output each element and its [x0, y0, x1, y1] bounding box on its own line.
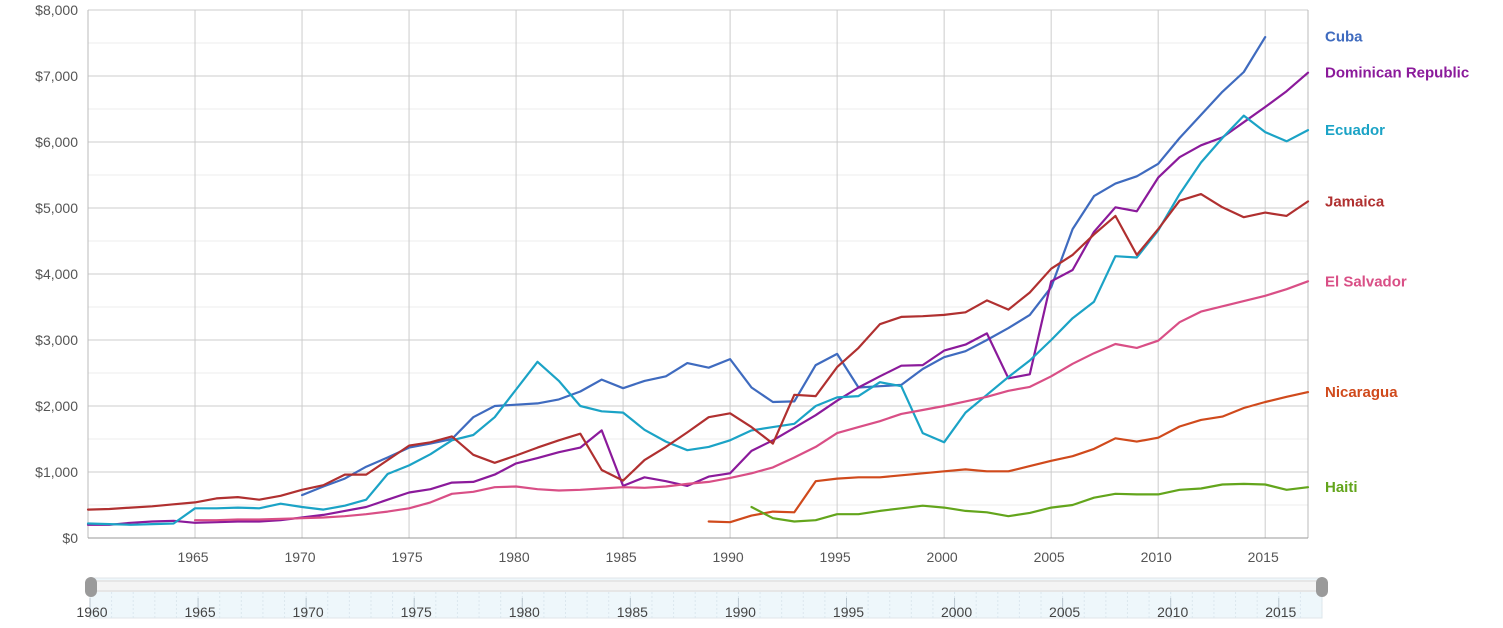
legend-label-haiti: Haiti [1325, 479, 1358, 496]
navigator-tick-label: 2010 [1157, 604, 1188, 620]
navigator-tick-label: 1975 [401, 604, 432, 620]
navigator-tick-label: 1970 [293, 604, 324, 620]
navigator-tick-label: 1980 [509, 604, 540, 620]
y-axis: $0 $1,000 $2,000 $3,000 $4,000 $5,000 $6,000 $7… [35, 2, 1309, 546]
y-tick-label: $4,000 [35, 266, 78, 282]
navigator-tick-label: 2000 [941, 604, 972, 620]
y-tick-label: $2,000 [35, 398, 78, 414]
navigator-tick-label: 1985 [617, 604, 648, 620]
range-navigator[interactable]: 1960 1965 1970 1975 1980 1985 1990 1995 2000 2005… [76, 577, 1328, 620]
x-tick-label: 2005 [1034, 549, 1065, 565]
legend: Cuba Dominican Republic Ecuador Jamaica El S… [1325, 28, 1469, 496]
navigator-tick-label: 1965 [184, 604, 215, 620]
navigator-tick-label: 1995 [833, 604, 864, 620]
x-tick-label: 1990 [713, 549, 744, 565]
x-tick-label: 2000 [927, 549, 958, 565]
x-axis: 1965 1970 1975 1980 1985 1990 1995 2000 2005 2010… [88, 537, 1308, 565]
series-lines [86, 35, 1310, 526]
legend-label-cuba: Cuba [1325, 28, 1363, 45]
navigator-scroll-thumb[interactable] [96, 582, 1316, 590]
series-line-el-salvador[interactable] [193, 280, 1310, 522]
x-tick-label: 1985 [606, 549, 637, 565]
legend-label-ecuador: Ecuador [1325, 122, 1385, 139]
series-line-haiti[interactable] [750, 482, 1310, 523]
y-tick-label: $5,000 [35, 200, 78, 216]
x-tick-label: 1970 [284, 549, 315, 565]
navigator-tick-label: 2015 [1265, 604, 1296, 620]
series-line-cuba[interactable] [300, 35, 1267, 497]
y-tick-label: $7,000 [35, 68, 78, 84]
series-line-dominican-republic[interactable] [86, 71, 1310, 526]
grid [88, 9, 1308, 539]
navigator-tick-label: 2005 [1049, 604, 1080, 620]
x-tick-label: 2010 [1141, 549, 1172, 565]
y-tick-label: $0 [62, 530, 78, 546]
navigator-tick-label: 1960 [76, 604, 107, 620]
x-tick-label: 1965 [177, 549, 208, 565]
y-tick-label: $3,000 [35, 332, 78, 348]
x-tick-label: 1975 [391, 549, 422, 565]
y-tick-label: $8,000 [35, 2, 78, 18]
x-tick-label: 1980 [498, 549, 529, 565]
series-line-jamaica[interactable] [86, 193, 1310, 511]
legend-label-el-salvador: El Salvador [1325, 273, 1407, 290]
x-tick-label: 2015 [1248, 549, 1279, 565]
legend-label-jamaica: Jamaica [1325, 193, 1385, 210]
navigator-tick-label: 1990 [725, 604, 756, 620]
legend-label-dominican-republic: Dominican Republic [1325, 65, 1469, 82]
series-line-ecuador[interactable] [86, 114, 1310, 526]
y-tick-label: $1,000 [35, 464, 78, 480]
x-tick-label: 1995 [820, 549, 851, 565]
series-line-nicaragua[interactable] [707, 391, 1310, 524]
navigator-right-handle[interactable] [1316, 577, 1328, 597]
y-tick-label: $6,000 [35, 134, 78, 150]
legend-label-nicaragua: Nicaragua [1325, 384, 1398, 401]
navigator-left-handle[interactable] [85, 577, 97, 597]
